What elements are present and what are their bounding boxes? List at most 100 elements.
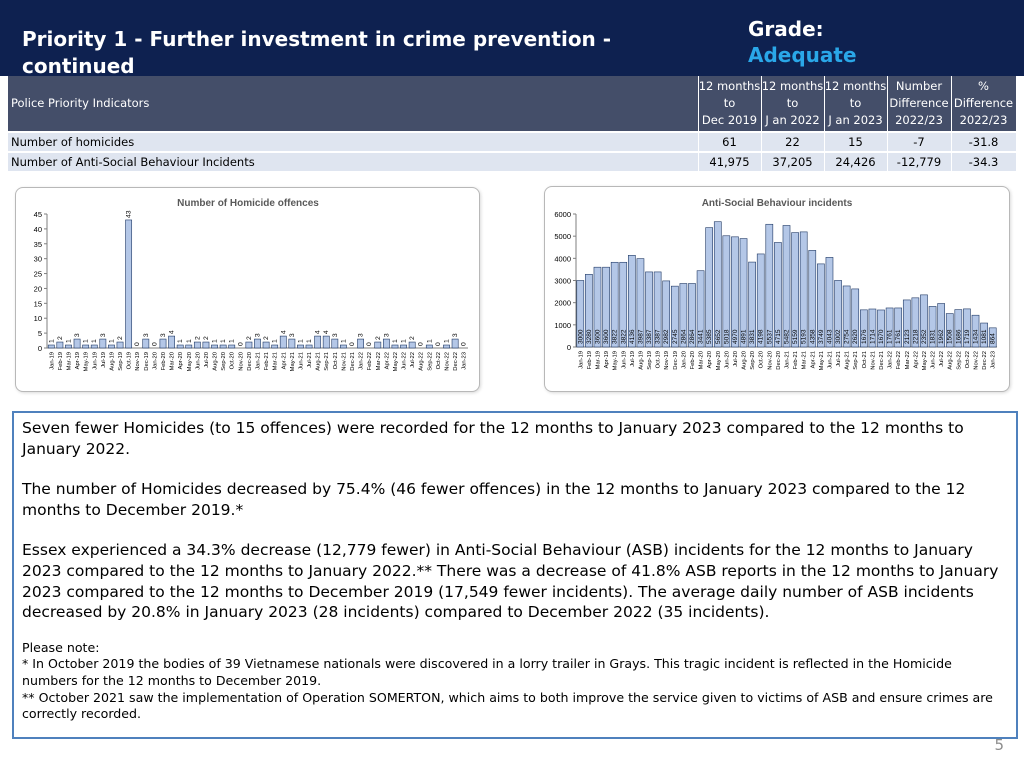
- data-label: 3387: [655, 329, 662, 344]
- x-tick-label: Dec-19: [673, 351, 679, 370]
- data-label: 1: [65, 339, 72, 343]
- bar: [90, 344, 98, 349]
- header-indicator: Police Priority Indicators: [8, 76, 699, 132]
- bar: [765, 223, 774, 348]
- x-tick-label: Apr-19: [75, 352, 81, 369]
- x-tick-label: Nov-22: [974, 351, 980, 370]
- bar: [245, 341, 253, 349]
- data-label: 3: [255, 333, 262, 337]
- data-label: 3280: [586, 329, 593, 344]
- data-label: 5193: [801, 329, 808, 344]
- x-tick-label: Jul-22: [939, 351, 945, 367]
- x-tick-label: Sep-22: [427, 352, 433, 371]
- data-label: 1: [297, 339, 304, 343]
- data-label: 1761: [895, 329, 902, 344]
- bar: [125, 219, 133, 349]
- data-label: 5537: [766, 329, 773, 344]
- data-label: 1508: [947, 329, 954, 344]
- data-label: 0: [151, 342, 158, 346]
- data-label: 4: [280, 330, 287, 334]
- table-cell: 41,975: [698, 151, 762, 171]
- bar: [670, 285, 679, 348]
- y-tick-label: 4000: [554, 254, 571, 263]
- y-tick-label: 2000: [554, 299, 571, 308]
- x-tick-label: Jun-20: [724, 351, 730, 369]
- data-label: 1: [83, 339, 90, 343]
- bar: [705, 227, 713, 348]
- x-tick-label: Aug-22: [419, 352, 425, 371]
- header-jan2022: 12 months to J an 2022: [761, 76, 825, 132]
- bar: [868, 308, 877, 348]
- row-label: Number of Anti-Social Behaviour Incident…: [8, 151, 699, 171]
- bar: [937, 303, 945, 348]
- bar: [408, 341, 416, 349]
- bar: [894, 307, 903, 348]
- x-tick-label: May-19: [613, 351, 619, 370]
- x-tick-label: May-22: [393, 352, 399, 371]
- x-tick-label: Feb-20: [690, 351, 696, 369]
- bar: [799, 231, 808, 348]
- bar: [963, 308, 971, 348]
- bar: [636, 258, 645, 348]
- x-tick-label: Oct-21: [862, 351, 868, 368]
- note-heading: Please note:: [22, 639, 100, 655]
- data-label: 1: [212, 339, 219, 343]
- x-tick-label: Sep-21: [853, 351, 859, 370]
- bar: [357, 338, 364, 349]
- data-label: 3831: [749, 329, 756, 344]
- bar: [168, 335, 175, 349]
- y-tick-label: 45: [34, 210, 42, 219]
- table-cell: 24,426: [824, 151, 888, 171]
- data-label: 3: [100, 333, 107, 337]
- x-tick-label: Jun-21: [298, 352, 304, 370]
- x-tick-label: Jan-19: [49, 352, 55, 370]
- bar: [688, 283, 696, 348]
- bar: [782, 225, 791, 348]
- bar: [593, 266, 602, 348]
- table-cell: 15: [824, 131, 888, 152]
- x-tick-label: Jul-19: [101, 352, 107, 368]
- x-tick-label: Apr-22: [913, 351, 919, 368]
- x-tick-label: Nov-20: [238, 352, 244, 371]
- bar: [885, 307, 894, 348]
- data-label: 2: [375, 336, 382, 340]
- bar: [679, 283, 688, 348]
- table-cell: 37,205: [761, 151, 825, 171]
- data-label: 2: [203, 336, 210, 340]
- x-tick-label: Apr-21: [810, 351, 816, 368]
- data-label: 5385: [706, 329, 713, 344]
- x-tick-label: Jun-22: [402, 352, 408, 370]
- data-label: 2: [194, 336, 201, 340]
- bar: [228, 344, 236, 349]
- bar: [47, 344, 55, 349]
- data-label: 1686: [955, 329, 962, 344]
- bar: [653, 271, 662, 348]
- data-label: 2: [246, 336, 253, 340]
- data-label: 1081: [981, 329, 988, 344]
- table-cell: -34.3: [951, 151, 1017, 171]
- notes: Please note: * In October 2019 the bodie…: [22, 640, 1008, 723]
- data-label: 1: [401, 339, 408, 343]
- data-label: 2754: [844, 329, 851, 344]
- x-tick-label: Sep-22: [956, 351, 962, 370]
- bar: [791, 232, 799, 348]
- x-tick-label: Dec-19: [144, 352, 150, 371]
- x-tick-label: Jul-20: [204, 352, 210, 368]
- x-tick-label: Oct-21: [333, 352, 339, 369]
- data-label: 0: [418, 342, 425, 346]
- data-label: 1: [444, 339, 451, 343]
- data-label: 3822: [620, 329, 627, 344]
- data-label: 5482: [784, 329, 791, 344]
- grade-box: Grade: Adequate: [748, 16, 857, 68]
- bar: [860, 309, 868, 348]
- data-label: 3749: [818, 329, 825, 344]
- x-tick-label: Aug-20: [742, 351, 748, 370]
- table-row: Number of Anti-Social Behaviour Incident…: [8, 151, 1017, 171]
- x-tick-label: Aug-19: [638, 351, 644, 370]
- data-label: 3600: [594, 329, 601, 344]
- bar: [219, 344, 227, 349]
- data-label: 3000: [577, 329, 584, 344]
- x-tick-label: Oct-22: [436, 352, 442, 369]
- data-label: 1761: [887, 329, 894, 344]
- bar: [322, 335, 330, 349]
